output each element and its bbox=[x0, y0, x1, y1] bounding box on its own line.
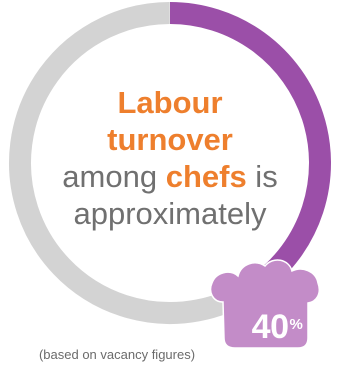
headline-line-3: among chefs is bbox=[40, 158, 300, 195]
headline-line-3-part-2: is bbox=[246, 159, 278, 194]
percentage-number: 40 bbox=[251, 308, 289, 346]
headline-line-3-accent: chefs bbox=[165, 159, 247, 194]
footnote: (based on vacancy figures) bbox=[38, 347, 196, 362]
headline: Labour turnover among chefs is approxima… bbox=[40, 84, 300, 232]
donut-segment-remainder bbox=[9, 2, 265, 324]
headline-line-4: approximately bbox=[73, 196, 267, 231]
percentage-unit: % bbox=[289, 316, 303, 333]
headline-line-3-part-1: among bbox=[62, 159, 166, 194]
headline-line-1: Labour bbox=[117, 85, 223, 120]
donut-segment-value bbox=[169, 2, 331, 294]
chef-hat-icon bbox=[209, 259, 320, 349]
headline-line-2: turnover bbox=[107, 122, 233, 157]
percentage-value: 40% bbox=[242, 307, 312, 347]
